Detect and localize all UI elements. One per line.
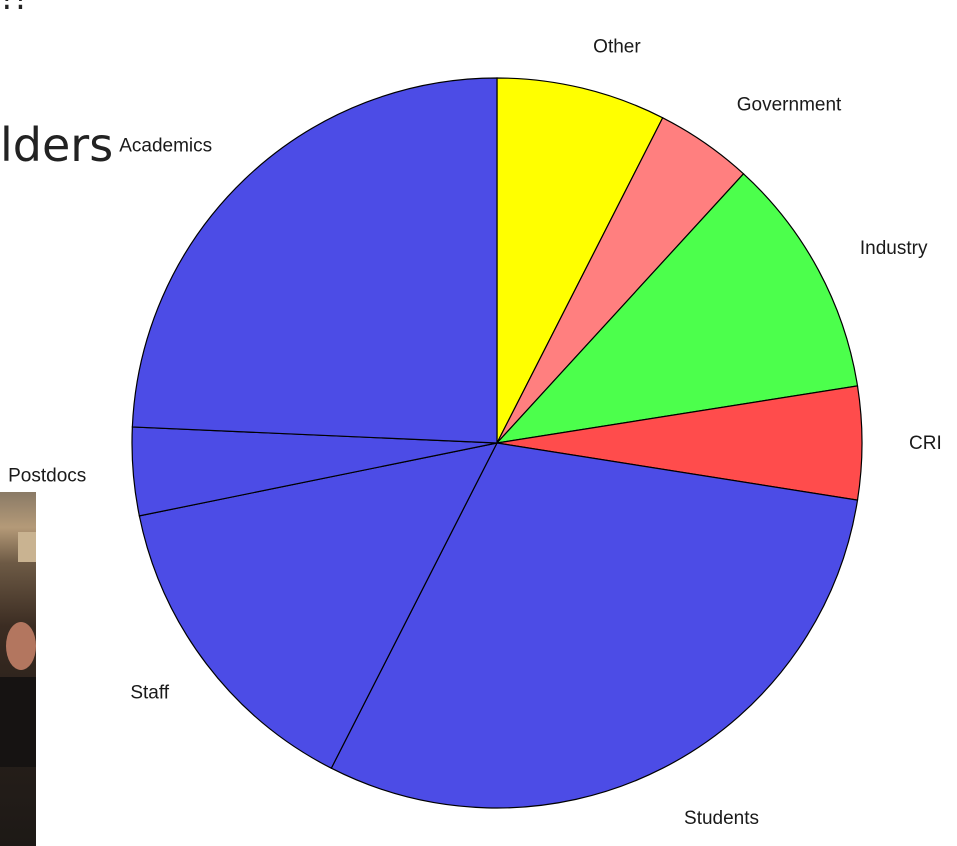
slide-title-fragment: lders [0,118,114,172]
pie-slice-industry [495,172,859,444]
pie-label-postdocs: Postdocs [8,465,86,486]
pie-label-cri: CRI [909,433,942,454]
pie-slice-academics [131,77,498,444]
photo-crowd-image [0,492,36,846]
photo-detail [0,677,36,767]
pie-slice-staff [138,442,499,770]
pie-label-staff: Staff [130,682,169,703]
slide-title-top-fragment: !! [0,0,27,18]
pie-slice-students [330,442,859,809]
pie-label-government: Government [737,94,842,115]
pie-label-academics: Academics [119,135,212,156]
pie-label-industry: Industry [860,238,928,259]
photo-detail [6,622,36,670]
pie-label-students: Students [684,808,759,829]
pie-label-other: Other [593,36,641,57]
pie-slice-other [496,77,664,444]
photo-detail [18,532,36,562]
